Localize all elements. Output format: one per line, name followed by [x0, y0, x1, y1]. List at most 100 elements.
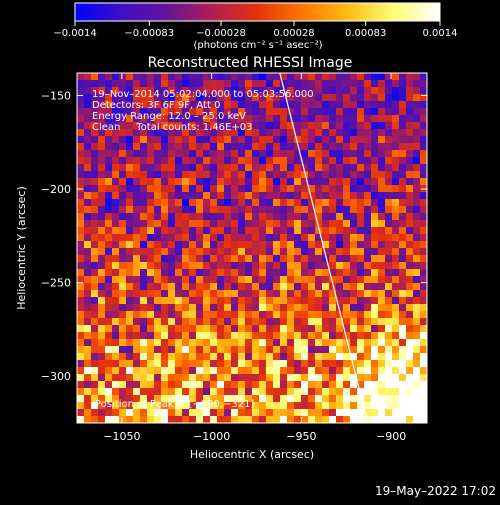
heatmap-cell	[329, 199, 337, 207]
heatmap-cell	[413, 353, 421, 361]
info-line-counts: Clean Total counts: 1.46E+03	[92, 122, 252, 133]
heatmap-cell	[343, 367, 351, 375]
heatmap-cell	[357, 416, 365, 423]
heatmap-cell	[196, 353, 204, 361]
heatmap-cell	[259, 136, 267, 144]
heatmap-cell	[252, 164, 260, 172]
heatmap-cell	[252, 80, 260, 88]
heatmap-cell	[217, 374, 225, 382]
heatmap-cell	[147, 241, 155, 249]
heatmap-cell	[231, 136, 239, 144]
heatmap-cell	[420, 136, 427, 144]
heatmap-cell	[105, 367, 113, 375]
heatmap-cell	[91, 332, 99, 340]
colorbar-tick-label: −0.00083	[124, 28, 174, 39]
heatmap-cell	[413, 402, 421, 410]
heatmap-cell	[126, 269, 134, 277]
heatmap-cell	[231, 143, 239, 151]
heatmap-cell	[231, 395, 239, 403]
heatmap-cell	[161, 409, 169, 417]
heatmap-cell	[98, 283, 106, 291]
heatmap-cell	[322, 241, 330, 249]
heatmap-cell	[224, 416, 232, 423]
heatmap-cell	[343, 262, 351, 270]
heatmap-cell	[357, 192, 365, 200]
heatmap-cell	[140, 150, 148, 158]
heatmap-cell	[182, 136, 190, 144]
heatmap-cell	[224, 129, 232, 137]
heatmap-cell	[336, 325, 344, 333]
heatmap-cell	[343, 157, 351, 165]
heatmap-cell	[203, 206, 211, 214]
heatmap-cell	[343, 297, 351, 305]
heatmap-cell	[371, 262, 379, 270]
heatmap-cell	[168, 409, 176, 417]
heatmap-cell	[182, 311, 190, 319]
heatmap-cell	[252, 395, 260, 403]
heatmap-cell	[77, 381, 85, 389]
heatmap-cell	[385, 206, 393, 214]
heatmap-cell	[420, 171, 427, 179]
heatmap-cell	[406, 325, 414, 333]
heatmap-cell	[322, 129, 330, 137]
heatmap-cell	[343, 395, 351, 403]
heatmap-cell	[98, 353, 106, 361]
heatmap-cell	[364, 290, 372, 298]
heatmap-cell	[210, 241, 218, 249]
heatmap-cell	[413, 276, 421, 284]
heatmap-cell	[280, 381, 288, 389]
heatmap-cell	[329, 269, 337, 277]
heatmap-cell	[385, 143, 393, 151]
heatmap-cell	[343, 290, 351, 298]
heatmap-cell	[217, 241, 225, 249]
heatmap-cell	[329, 346, 337, 354]
colorbar-tick-label: 0.00028	[273, 28, 314, 39]
heatmap-cell	[322, 157, 330, 165]
heatmap-cell	[182, 332, 190, 340]
heatmap-cell	[112, 325, 120, 333]
heatmap-cell	[224, 192, 232, 200]
heatmap-cell	[392, 388, 400, 396]
heatmap-cell	[259, 129, 267, 137]
heatmap-cell	[280, 241, 288, 249]
heatmap-cell	[112, 150, 120, 158]
heatmap-cell	[168, 136, 176, 144]
heatmap-cell	[161, 192, 169, 200]
heatmap-cell	[147, 227, 155, 235]
heatmap-cell	[413, 101, 421, 109]
heatmap-cell	[266, 122, 274, 130]
heatmap-cell	[245, 269, 253, 277]
heatmap-cell	[308, 290, 316, 298]
heatmap-cell	[112, 290, 120, 298]
heatmap-cell	[77, 402, 85, 410]
heatmap-cell	[126, 388, 134, 396]
heatmap-cell	[364, 304, 372, 312]
heatmap-cell	[294, 332, 302, 340]
heatmap-cell	[385, 353, 393, 361]
heatmap-cell	[378, 304, 386, 312]
heatmap-cell	[301, 360, 309, 368]
heatmap-cell	[364, 213, 372, 221]
heatmap-cell	[182, 416, 190, 423]
heatmap-cell	[406, 339, 414, 347]
heatmap-cell	[413, 185, 421, 193]
heatmap-cell	[105, 73, 113, 81]
heatmap-cell	[252, 213, 260, 221]
heatmap-cell	[224, 234, 232, 242]
heatmap-cell	[140, 94, 148, 102]
heatmap-cell	[168, 262, 176, 270]
heatmap-cell	[175, 206, 183, 214]
heatmap-cell	[287, 73, 295, 81]
heatmap-cell	[399, 311, 407, 319]
heatmap-cell	[329, 73, 337, 81]
heatmap-cell	[168, 192, 176, 200]
heatmap-cell	[119, 129, 127, 137]
heatmap-cell	[189, 164, 197, 172]
heatmap-cell	[189, 409, 197, 417]
heatmap-cell	[266, 234, 274, 242]
heatmap-cell	[273, 248, 281, 256]
heatmap-cell	[399, 325, 407, 333]
heatmap-cell	[280, 80, 288, 88]
heatmap-cell	[315, 311, 323, 319]
heatmap-cell	[385, 199, 393, 207]
